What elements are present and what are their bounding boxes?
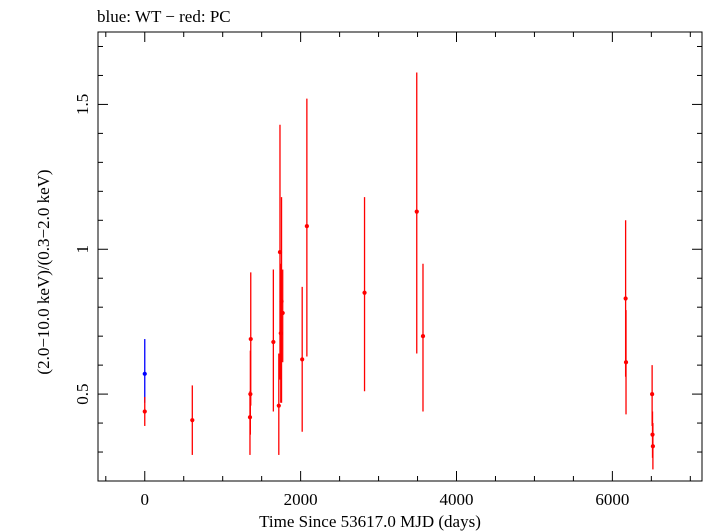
data-point	[190, 418, 195, 423]
plot-frame	[97, 31, 703, 482]
y-tick-label: 0.5	[73, 383, 92, 404]
x-axis-title: Time Since 53617.0 MJD (days)	[259, 512, 481, 531]
x-tick-label: 2000	[284, 490, 318, 509]
data-series	[142, 72, 656, 470]
data-point	[142, 371, 147, 376]
data-point	[623, 360, 629, 365]
pc-series	[142, 72, 656, 470]
data-point	[650, 444, 656, 449]
data-point	[414, 209, 419, 214]
y-tick-label: 1	[73, 245, 92, 254]
wt-series	[142, 339, 147, 403]
data-point	[271, 339, 276, 345]
x-tick-label: 4000	[440, 490, 474, 509]
x-tick-label: 6000	[595, 490, 629, 509]
data-point	[248, 336, 253, 342]
y-tick-label: 1.5	[73, 94, 92, 115]
data-point	[420, 334, 426, 339]
x-tick-label: 0	[141, 490, 150, 509]
chart-title: blue: WT − red: PC	[97, 7, 231, 26]
data-point	[623, 296, 628, 301]
data-point	[362, 290, 367, 295]
data-point	[650, 391, 655, 397]
data-point	[304, 223, 309, 229]
data-point	[280, 310, 285, 316]
y-axis: 0.5 1 1.5	[73, 45, 702, 453]
data-point	[142, 409, 147, 414]
y-axis-title: (2.0−10.0 keV)/(0.3−2.0 keV)	[34, 169, 53, 374]
x-axis: 0 2000 4000 6000	[105, 32, 691, 509]
data-point	[276, 403, 281, 408]
data-point	[300, 357, 305, 362]
